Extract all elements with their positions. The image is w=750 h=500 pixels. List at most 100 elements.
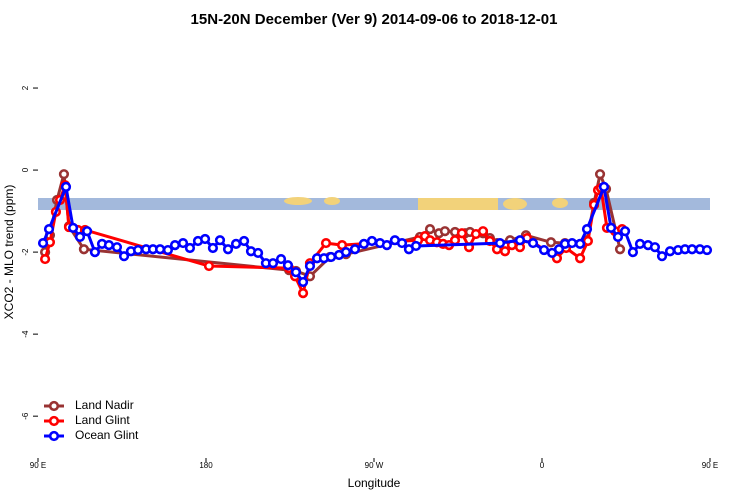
land-shape xyxy=(418,198,498,210)
legend-marker xyxy=(48,400,60,412)
marker xyxy=(37,237,49,249)
legend-marker xyxy=(48,430,60,442)
marker xyxy=(177,237,189,249)
y-tick-label: -4 xyxy=(21,330,30,338)
x-tick-label: 0 xyxy=(540,461,545,470)
chart-title: 15N-20N December (Ver 9) 2014-09-06 to 2… xyxy=(191,11,558,28)
marker xyxy=(118,251,130,262)
marker xyxy=(514,235,526,246)
marker xyxy=(566,237,578,249)
marker xyxy=(199,233,211,245)
marker xyxy=(267,258,279,269)
marker xyxy=(162,244,174,256)
marker xyxy=(396,237,408,249)
ocean-strip xyxy=(38,198,710,210)
marker xyxy=(111,242,123,253)
land-shape xyxy=(284,197,312,205)
marker xyxy=(701,244,713,256)
x-axis-label: Longitude xyxy=(348,476,401,490)
marker xyxy=(103,240,115,251)
marker xyxy=(627,247,639,258)
land-shape xyxy=(552,198,568,208)
marker xyxy=(320,237,332,249)
marker xyxy=(656,251,668,262)
marker xyxy=(349,244,361,255)
marker xyxy=(449,235,461,246)
marker xyxy=(282,260,294,271)
series xyxy=(37,181,713,288)
legend-marker xyxy=(48,415,60,427)
marker xyxy=(238,235,250,247)
marker xyxy=(132,244,144,256)
marker xyxy=(634,238,646,249)
marker xyxy=(649,242,661,253)
marker xyxy=(553,244,565,255)
x-tick-label: 180 xyxy=(199,461,213,470)
marker xyxy=(297,276,309,288)
marker xyxy=(424,224,436,235)
marker xyxy=(366,235,378,247)
marker xyxy=(89,247,101,258)
marker xyxy=(252,247,264,259)
marker xyxy=(619,226,631,237)
marker xyxy=(598,181,610,192)
marker xyxy=(456,228,468,239)
marker xyxy=(340,247,352,258)
marker xyxy=(664,246,676,257)
marker xyxy=(614,244,626,255)
y-tick-label: -2 xyxy=(21,248,30,256)
marker xyxy=(538,244,550,256)
marker xyxy=(169,240,181,251)
y-tick-label: 2 xyxy=(21,85,30,90)
marker xyxy=(297,288,309,299)
marker xyxy=(184,242,196,254)
marker xyxy=(67,222,79,234)
marker xyxy=(222,244,234,255)
marker xyxy=(545,237,557,248)
marker xyxy=(612,231,624,243)
marker xyxy=(207,242,219,254)
marker xyxy=(594,169,606,180)
marker xyxy=(410,240,422,252)
marker xyxy=(290,267,302,278)
marker xyxy=(582,235,594,247)
y-tick-label: 0 xyxy=(21,167,30,172)
marker xyxy=(154,244,166,255)
marker xyxy=(304,260,316,272)
y-axis-label: XCO2 - MLO trend (ppm) xyxy=(2,185,16,320)
x-tick-label: 90 W xyxy=(365,461,384,470)
marker xyxy=(203,260,215,272)
marker xyxy=(214,235,226,246)
marker xyxy=(81,226,93,237)
land-shape xyxy=(503,198,527,210)
marker xyxy=(43,224,55,235)
marker xyxy=(358,238,370,249)
marker xyxy=(275,253,287,265)
land-shape xyxy=(324,197,340,205)
marker xyxy=(60,181,72,192)
marker xyxy=(230,238,242,249)
marker xyxy=(605,222,617,234)
legend-label: Land Glint xyxy=(75,413,130,427)
legend-label: Land Nadir xyxy=(75,398,134,412)
marker xyxy=(581,224,593,235)
marker xyxy=(499,246,511,257)
marker xyxy=(74,231,86,243)
marker xyxy=(439,226,451,237)
marker xyxy=(574,238,586,249)
marker xyxy=(58,169,70,180)
map-strip xyxy=(38,197,710,210)
marker xyxy=(494,237,506,249)
y-tick-label: -6 xyxy=(21,412,30,420)
marker xyxy=(686,244,698,255)
marker xyxy=(39,253,51,265)
marker xyxy=(477,226,489,237)
series xyxy=(39,169,626,282)
marker xyxy=(381,240,392,251)
x-tick-label: 90 E xyxy=(30,461,46,470)
marker xyxy=(325,251,337,263)
marker xyxy=(78,244,90,255)
